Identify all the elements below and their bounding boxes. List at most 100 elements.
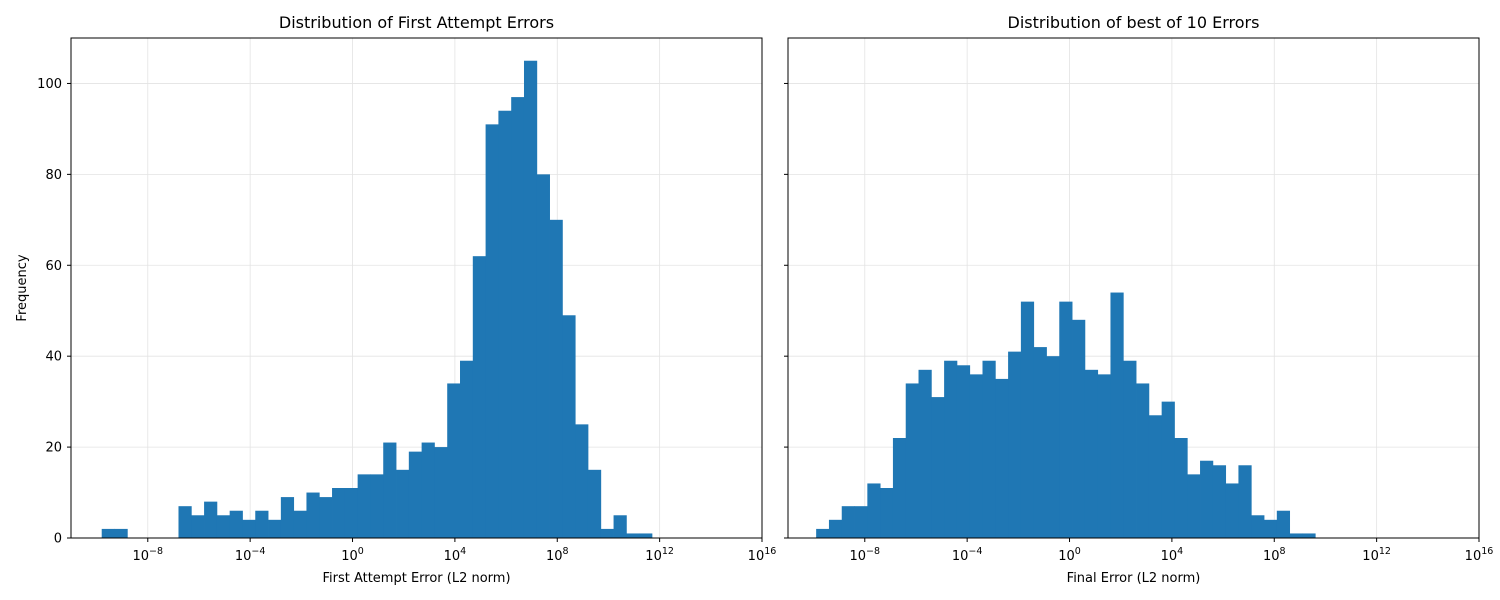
histogram-bar bbox=[969, 374, 983, 538]
y-axis-label: Frequency bbox=[15, 254, 30, 321]
histogram-bar bbox=[956, 365, 971, 538]
histogram-bar bbox=[447, 383, 461, 538]
x-tick-label: 100 bbox=[341, 546, 364, 564]
y-tick-label: 40 bbox=[45, 350, 62, 365]
histogram-bar bbox=[204, 501, 218, 538]
histogram-bar bbox=[575, 424, 589, 538]
histogram-bar bbox=[549, 219, 563, 538]
histogram-bar bbox=[1225, 483, 1239, 538]
histogram-bar bbox=[101, 528, 115, 538]
histogram-bar bbox=[255, 510, 269, 538]
histogram-bar bbox=[1289, 533, 1303, 538]
x-tick-label: 100 bbox=[1058, 546, 1081, 564]
bars bbox=[816, 292, 1316, 538]
x-tick-label: 1012 bbox=[1362, 546, 1391, 564]
histogram-bar bbox=[293, 510, 307, 538]
histogram-bar bbox=[114, 528, 128, 538]
histogram-bar bbox=[613, 515, 627, 538]
axes-frame bbox=[70, 37, 763, 539]
histogram-bar bbox=[280, 497, 295, 538]
chart-title: Distribution of best of 10 Errors bbox=[1008, 13, 1260, 32]
histogram-bar bbox=[944, 360, 958, 538]
histogram-bar bbox=[511, 97, 525, 538]
histogram-bar bbox=[1097, 374, 1111, 538]
y-tick-label: 20 bbox=[45, 441, 62, 456]
histogram-bar bbox=[536, 174, 550, 538]
histogram-bar bbox=[982, 360, 996, 538]
histogram-bar bbox=[626, 533, 640, 538]
x-tick-label: 10−4 bbox=[952, 546, 983, 564]
x-tick-label: 108 bbox=[546, 546, 569, 564]
histogram-bar bbox=[562, 315, 576, 538]
x-tick-label: 108 bbox=[1263, 546, 1286, 564]
histogram-bar bbox=[639, 533, 653, 538]
histogram-bar bbox=[816, 528, 830, 538]
axes-frame bbox=[787, 37, 1480, 539]
histogram-bar bbox=[216, 515, 231, 538]
histogram-bar bbox=[1123, 360, 1137, 538]
histogram-bar bbox=[344, 488, 359, 538]
x-tick-label: 1016 bbox=[1465, 546, 1494, 564]
histogram-bar bbox=[178, 506, 192, 538]
histogram-bar bbox=[1187, 474, 1201, 538]
histogram-bar bbox=[1238, 465, 1252, 538]
histogram-bar bbox=[1148, 415, 1163, 538]
y-tick-label: 80 bbox=[45, 168, 62, 183]
histogram-bar bbox=[1161, 401, 1175, 538]
histogram-bar bbox=[460, 360, 474, 538]
x-tick-label: 104 bbox=[444, 546, 467, 564]
histogram-bar bbox=[1200, 460, 1214, 538]
histogram-bar bbox=[600, 528, 614, 538]
histogram-bar bbox=[1136, 383, 1150, 538]
histogram-bar bbox=[828, 519, 843, 538]
histogram-bar bbox=[498, 110, 512, 539]
x-tick-label: 10−8 bbox=[132, 546, 163, 564]
histogram-bar bbox=[1174, 438, 1188, 538]
x-tick-label: 1016 bbox=[748, 546, 777, 564]
histogram-bar bbox=[1033, 347, 1047, 538]
histogram-bar bbox=[229, 510, 243, 538]
histogram-bar bbox=[867, 483, 881, 538]
histogram-bar bbox=[1212, 465, 1227, 538]
histogram-bar bbox=[587, 469, 602, 538]
y-tick-label: 100 bbox=[37, 77, 62, 92]
chart-title: Distribution of First Attempt Errors bbox=[279, 13, 554, 32]
ticks: 10−8 10−4 100 104 108 1012 1016 0 20 40 60 80 100 bbox=[37, 77, 776, 564]
histogram-bar bbox=[995, 378, 1009, 538]
histogram-bar bbox=[383, 442, 397, 538]
histogram-first-attempt: 10−8 10−4 100 104 108 1012 1016 0 20 40 60 80 100 Di… bbox=[15, 13, 776, 586]
bars bbox=[101, 60, 653, 539]
histogram-bar bbox=[1264, 519, 1278, 538]
histogram-bar bbox=[370, 474, 384, 538]
histogram-bar bbox=[434, 447, 448, 538]
histogram-bar bbox=[841, 506, 855, 538]
histogram-bar bbox=[918, 369, 932, 538]
y-tick-label: 60 bbox=[45, 259, 62, 274]
histogram-bar bbox=[1046, 356, 1060, 538]
histogram-bar bbox=[1084, 369, 1099, 538]
histogram-bar bbox=[1059, 301, 1073, 538]
histogram-bar bbox=[357, 474, 371, 538]
histogram-bar bbox=[306, 492, 320, 538]
histogram-bar bbox=[1251, 515, 1265, 538]
y-tick-label: 0 bbox=[54, 532, 62, 547]
histogram-bar bbox=[472, 256, 486, 538]
histogram-bar bbox=[931, 397, 945, 538]
histogram-bar bbox=[892, 438, 907, 538]
histogram-bar bbox=[332, 488, 346, 538]
histogram-bar bbox=[523, 60, 538, 539]
histogram-bar bbox=[396, 469, 410, 538]
x-tick-label: 10−8 bbox=[849, 546, 880, 564]
x-axis-label: First Attempt Error (L2 norm) bbox=[322, 571, 510, 586]
ticks: 10−8 10−4 100 104 108 1012 1016 bbox=[784, 82, 1494, 564]
histogram-bar bbox=[1008, 351, 1022, 538]
histogram-bar bbox=[854, 506, 868, 538]
histogram-bar bbox=[319, 497, 333, 538]
histogram-bar bbox=[1072, 319, 1086, 538]
histogram-bar bbox=[1110, 292, 1124, 538]
histogram-bar bbox=[191, 515, 205, 538]
histogram-bar bbox=[1276, 510, 1291, 538]
histogram-bar bbox=[268, 519, 282, 538]
histogram-bar bbox=[242, 519, 256, 538]
x-tick-label: 104 bbox=[1161, 546, 1184, 564]
